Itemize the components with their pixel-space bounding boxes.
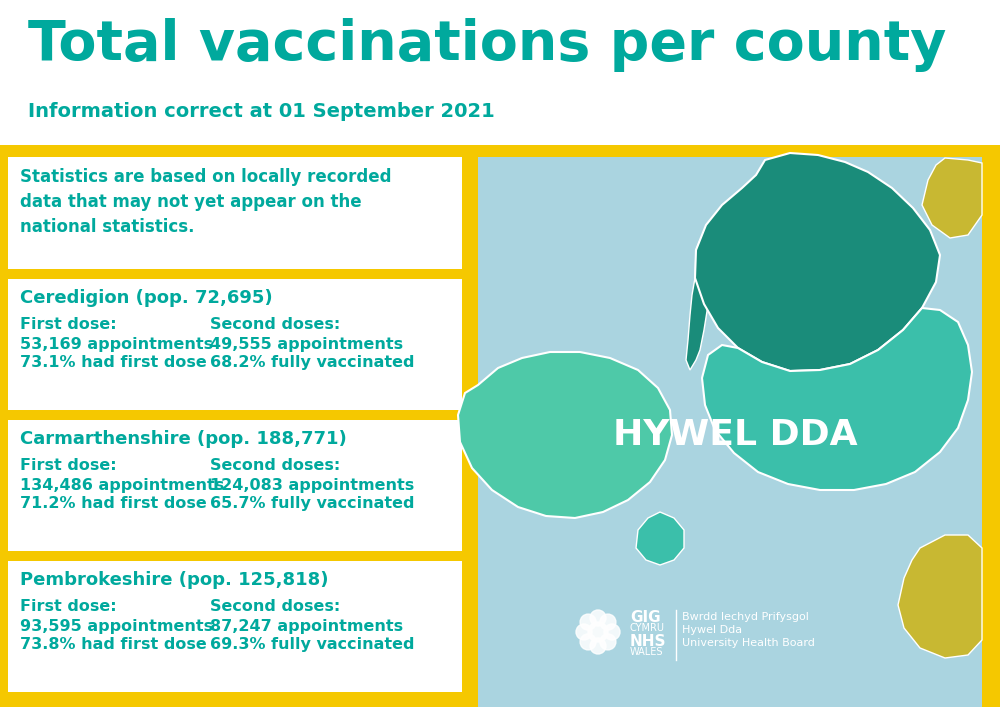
FancyBboxPatch shape [8,157,462,269]
Text: CYMRU: CYMRU [630,623,665,633]
FancyBboxPatch shape [8,269,462,279]
Text: 68.2% fully vaccinated: 68.2% fully vaccinated [210,355,415,370]
Circle shape [580,614,596,630]
Circle shape [580,634,596,650]
Circle shape [590,638,606,654]
Text: 53,169 appointments: 53,169 appointments [20,337,213,352]
Text: 134,486 appointments: 134,486 appointments [20,478,224,493]
Text: GIG: GIG [630,610,661,625]
Text: Second doses:: Second doses: [210,599,340,614]
Text: 71.2% had first dose: 71.2% had first dose [20,496,207,511]
FancyBboxPatch shape [8,420,462,551]
FancyBboxPatch shape [982,157,1000,707]
FancyBboxPatch shape [8,561,462,692]
FancyBboxPatch shape [8,410,462,420]
Text: Hywel Dda: Hywel Dda [682,625,742,635]
Text: Second doses:: Second doses: [210,317,340,332]
Text: 65.7% fully vaccinated: 65.7% fully vaccinated [210,496,415,511]
Polygon shape [636,512,684,565]
Text: 69.3% fully vaccinated: 69.3% fully vaccinated [210,637,415,652]
Text: 73.1% had first dose: 73.1% had first dose [20,355,207,370]
FancyBboxPatch shape [0,157,470,707]
Polygon shape [702,308,972,490]
Text: 124,083 appointments: 124,083 appointments [210,478,414,493]
Text: Statistics are based on locally recorded
data that may not yet appear on the
nat: Statistics are based on locally recorded… [20,168,392,236]
Circle shape [600,614,616,630]
Polygon shape [922,158,982,238]
FancyBboxPatch shape [8,279,462,410]
Text: 49,555 appointments: 49,555 appointments [210,337,403,352]
Circle shape [590,610,606,626]
FancyBboxPatch shape [0,0,1000,145]
Text: HYWEL DDA: HYWEL DDA [613,418,857,452]
Text: NHS: NHS [630,634,666,649]
FancyBboxPatch shape [478,157,1000,707]
Polygon shape [898,535,982,658]
Text: Ceredigion (pop. 72,695): Ceredigion (pop. 72,695) [20,289,273,307]
Circle shape [604,624,620,640]
Text: WALES: WALES [630,647,664,657]
Polygon shape [458,352,672,518]
Text: University Health Board: University Health Board [682,638,815,648]
Text: 87,247 appointments: 87,247 appointments [210,619,403,634]
Text: First dose:: First dose: [20,458,117,473]
Text: First dose:: First dose: [20,599,117,614]
Text: 73.8% had first dose: 73.8% had first dose [20,637,207,652]
Text: Second doses:: Second doses: [210,458,340,473]
Circle shape [576,624,592,640]
Circle shape [588,622,608,642]
FancyBboxPatch shape [0,145,1000,157]
Text: First dose:: First dose: [20,317,117,332]
Text: Bwrdd Iechyd Prifysgol: Bwrdd Iechyd Prifysgol [682,612,809,622]
Text: 93,595 appointments: 93,595 appointments [20,619,213,634]
Text: Carmarthenshire (pop. 188,771): Carmarthenshire (pop. 188,771) [20,430,347,448]
FancyBboxPatch shape [8,551,462,561]
Circle shape [600,634,616,650]
Polygon shape [686,240,708,370]
Text: Pembrokeshire (pop. 125,818): Pembrokeshire (pop. 125,818) [20,571,328,589]
Text: Total vaccinations per county: Total vaccinations per county [28,18,946,72]
Polygon shape [695,153,940,371]
Text: Information correct at 01 September 2021: Information correct at 01 September 2021 [28,102,495,121]
